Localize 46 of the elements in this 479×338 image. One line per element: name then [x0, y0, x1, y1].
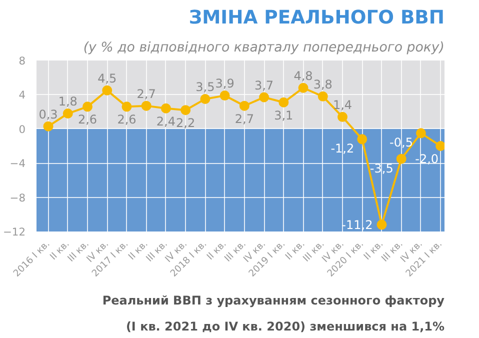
- data-label: 2,2: [176, 116, 196, 130]
- data-label: 4,8: [294, 68, 313, 83]
- y-tick-label: −8: [10, 191, 26, 204]
- point: [180, 105, 191, 116]
- data-label: 1,4: [332, 98, 352, 112]
- point: [122, 102, 132, 112]
- data-label: 2,7: [234, 112, 254, 126]
- data-label: 0,3: [38, 107, 58, 122]
- point: [239, 100, 250, 111]
- point: [298, 82, 308, 93]
- y-tick-label: 0: [18, 122, 26, 136]
- point: [376, 220, 387, 230]
- point: [357, 134, 368, 144]
- point: [278, 97, 289, 108]
- data-label: 1,8: [58, 94, 78, 109]
- point: [436, 141, 444, 151]
- data-label: 3,1: [274, 108, 294, 122]
- y-tick-label: 8: [18, 54, 26, 68]
- data-label: 4,5: [98, 71, 117, 86]
- data-label: 3,7: [254, 78, 274, 92]
- point: [259, 92, 270, 102]
- data-label: 3,8: [313, 77, 332, 92]
- point: [318, 91, 328, 102]
- point: [396, 154, 406, 164]
- point: [62, 108, 73, 118]
- point: [200, 94, 210, 104]
- point: [43, 121, 54, 132]
- data-label: 2,4: [156, 114, 176, 128]
- data-label: 3,9: [215, 76, 234, 91]
- point: [82, 102, 92, 112]
- text: Реальний ВВП з урахуванням сезонного фактору (I кв. 2021 до IV кв. 2020) зменшився на 1,1%: [102, 294, 445, 334]
- chart-title: ЗМІНА РЕАЛЬНОГО ВВП: [188, 8, 445, 28]
- data-label: 3,5: [196, 80, 215, 94]
- y-tick-label: −12: [3, 226, 26, 238]
- point: [141, 100, 152, 111]
- y-tick-label: −4: [10, 157, 26, 170]
- point: [102, 85, 112, 96]
- data-label: 2,7: [136, 86, 156, 101]
- point: [220, 90, 230, 101]
- point: [160, 103, 171, 114]
- data-label: 2,6: [117, 112, 136, 127]
- point: [416, 128, 426, 138]
- chart-subtitle: (у % до відповідного кварталу попереднього року): [83, 40, 445, 56]
- y-tick-label: 4: [18, 88, 26, 102]
- point: [338, 112, 348, 122]
- data-label: 2,6: [78, 112, 98, 127]
